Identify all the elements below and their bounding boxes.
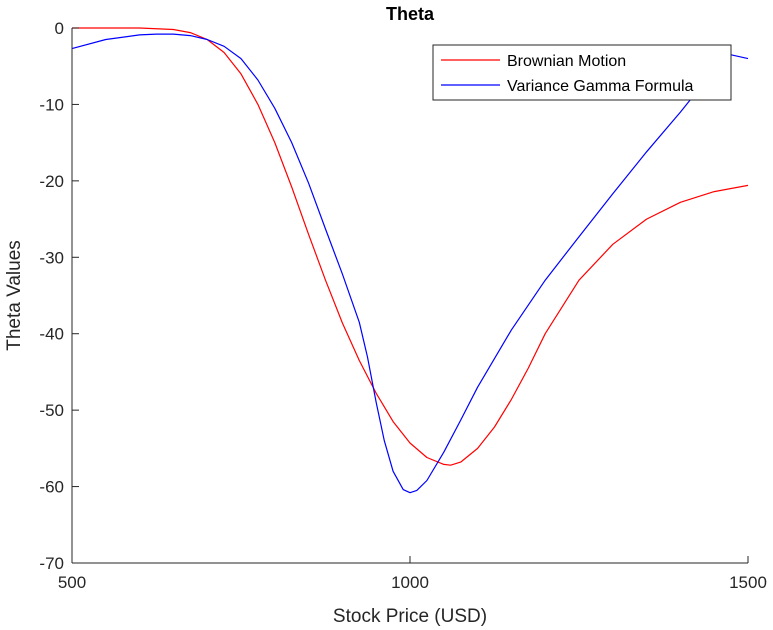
legend-box	[432, 44, 732, 101]
series-line-2	[71, 33, 749, 494]
y-tick-label: 0	[55, 19, 64, 38]
plot-area	[72, 28, 748, 563]
legend: Brownian Motion Variance Gamma Formula	[432, 44, 732, 101]
x-tick-label: 1000	[391, 573, 429, 592]
x-tick-label: 1500	[729, 573, 767, 592]
y-tick-label: -50	[39, 401, 64, 420]
y-tick-label: -40	[39, 325, 64, 344]
chart-title: Theta	[386, 4, 435, 24]
x-tick-label: 500	[58, 573, 86, 592]
legend-label-1: Brownian Motion	[507, 53, 626, 70]
y-tick-label: -70	[39, 554, 64, 573]
axes-layer: 500 1000 1500 0 -10 -20 -30 -40 -50 -60 -70	[39, 19, 766, 592]
series-line-1	[72, 27, 749, 466]
y-tick-label: -10	[39, 95, 64, 114]
legend-label-2: Variance Gamma Formula	[507, 78, 694, 95]
y-axis-title: Theta Values	[4, 240, 25, 351]
series-layer	[71, 27, 749, 494]
y-tick-label: -60	[39, 478, 64, 497]
y-tick-label: -20	[39, 172, 64, 191]
y-tick-label: -30	[39, 248, 64, 267]
x-axis-title: Stock Price (USD)	[333, 606, 487, 627]
